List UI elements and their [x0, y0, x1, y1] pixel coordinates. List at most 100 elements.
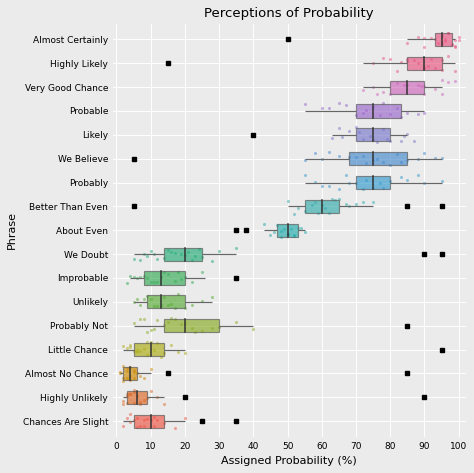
Point: [137, 273, 144, 280]
Point: [181, 349, 189, 356]
Point: [298, 225, 305, 232]
Point: [171, 249, 178, 257]
Point: [154, 302, 161, 310]
Point: [123, 367, 130, 374]
Point: [441, 35, 449, 43]
Point: [431, 35, 438, 43]
Point: [321, 204, 329, 211]
Point: [154, 278, 161, 286]
Point: [209, 324, 216, 332]
Point: [150, 278, 158, 285]
Point: [119, 375, 127, 382]
Point: [346, 180, 353, 187]
Point: [130, 388, 137, 395]
Point: [130, 386, 137, 394]
Point: [393, 150, 401, 158]
Point: [174, 268, 182, 275]
Point: [150, 303, 158, 310]
Point: [154, 393, 161, 401]
Point: [403, 109, 411, 116]
Bar: [164, 247, 202, 261]
Point: [291, 232, 298, 240]
Point: [140, 346, 147, 353]
Point: [315, 209, 322, 216]
Bar: [164, 319, 219, 332]
Point: [137, 315, 144, 323]
Point: [414, 155, 421, 163]
Point: [119, 377, 127, 385]
Bar: [305, 200, 339, 213]
Point: [126, 272, 134, 280]
Point: [140, 396, 147, 404]
Point: [140, 250, 147, 258]
Point: [359, 109, 367, 117]
Point: [116, 368, 124, 376]
Point: [144, 352, 151, 359]
Point: [397, 138, 404, 145]
Point: [133, 392, 141, 400]
Point: [123, 392, 130, 400]
Point: [130, 374, 137, 382]
Point: [126, 343, 134, 350]
Point: [284, 198, 292, 205]
Point: [441, 37, 449, 44]
Point: [154, 316, 161, 324]
Point: [167, 342, 175, 349]
Bar: [356, 128, 390, 141]
Point: [198, 298, 206, 305]
Point: [150, 413, 158, 420]
Point: [421, 149, 428, 157]
Point: [403, 56, 411, 63]
Point: [448, 41, 456, 49]
Point: [140, 416, 147, 424]
Point: [126, 410, 134, 417]
Point: [133, 423, 141, 430]
Point: [318, 182, 326, 190]
Point: [438, 33, 446, 40]
Bar: [123, 367, 137, 380]
Point: [403, 39, 411, 46]
Point: [445, 29, 452, 37]
Point: [137, 372, 144, 379]
Point: [198, 327, 206, 334]
Point: [376, 180, 384, 187]
Point: [119, 362, 127, 370]
Bar: [390, 80, 425, 94]
Point: [164, 246, 172, 254]
Point: [188, 278, 195, 286]
Point: [386, 110, 394, 118]
Point: [181, 273, 189, 280]
Point: [130, 273, 137, 281]
Point: [383, 136, 391, 143]
Point: [161, 349, 168, 356]
Point: [400, 132, 408, 140]
Point: [414, 110, 421, 117]
Bar: [407, 57, 442, 70]
Point: [167, 300, 175, 307]
Point: [130, 368, 137, 376]
Point: [133, 295, 141, 303]
Point: [373, 90, 380, 98]
Point: [119, 342, 127, 350]
Point: [403, 81, 411, 88]
Point: [123, 365, 130, 372]
Point: [346, 153, 353, 160]
Point: [301, 157, 309, 164]
Point: [154, 339, 161, 346]
Point: [325, 210, 332, 217]
Point: [397, 113, 404, 120]
Point: [140, 272, 147, 280]
Point: [369, 199, 377, 206]
Point: [421, 43, 428, 51]
Point: [161, 254, 168, 262]
Point: [424, 62, 432, 70]
Point: [417, 83, 425, 90]
Point: [335, 124, 343, 131]
Point: [434, 39, 442, 47]
Point: [267, 232, 274, 239]
Point: [445, 78, 452, 85]
Point: [455, 36, 463, 44]
Point: [352, 123, 360, 131]
Point: [366, 132, 374, 140]
Point: [369, 83, 377, 90]
